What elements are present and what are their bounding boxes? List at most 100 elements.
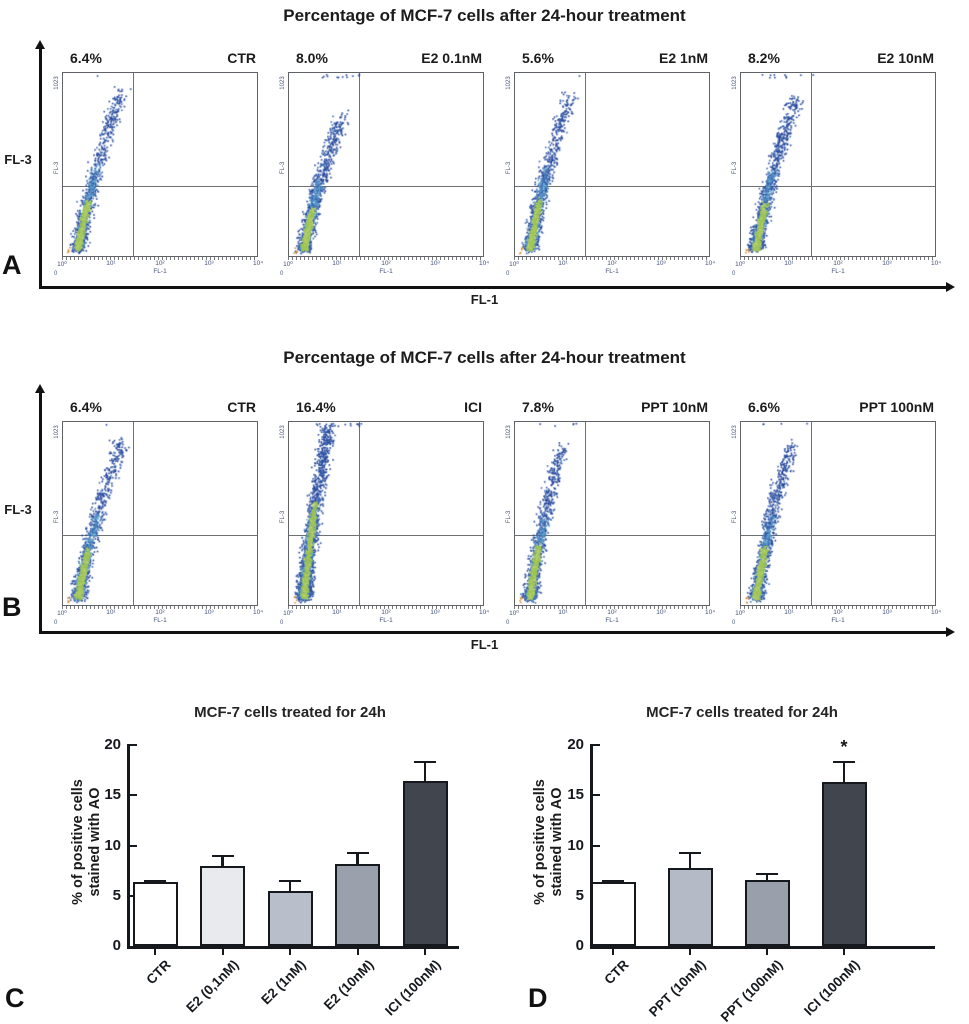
flow-x-minor-ticks [740, 257, 936, 260]
flow-x-tick: 10² [381, 609, 391, 616]
flow-y-min-tick: 0 [506, 620, 510, 626]
flow-plot-header: 6.4% CTR [62, 50, 258, 72]
flow-x-tick: 10² [833, 609, 843, 616]
flow-x-tick: 10³ [430, 609, 440, 616]
flow-scatter-canvas [515, 422, 709, 605]
error-bar-cap [414, 761, 436, 764]
flow-scatter-canvas [289, 73, 483, 256]
treatment-label: PPT 100nM [859, 399, 934, 415]
flow-x-tick: 10⁰ [57, 261, 67, 268]
panel-c-title: MCF-7 cells treated for 24h [194, 704, 386, 721]
quadrant-percent-label: 5.6% [522, 50, 554, 66]
flow-x-tick: 10¹ [332, 260, 342, 267]
flow-x-minor-ticks [514, 257, 710, 260]
treatment-label: E2 0.1nM [421, 50, 482, 66]
panel-a-y-axis-label: FL-3 [4, 152, 32, 167]
flow-plot-header: 8.2% E2 10nM [740, 50, 936, 72]
treatment-label: E2 1nM [658, 50, 708, 66]
flow-scatter-canvas [289, 422, 483, 605]
flow-scatter-canvas [515, 73, 709, 256]
panel-b-plot-row: 6.4% CTR 1023 FL-3 0 10⁰ 10¹ 10² 10³ 10⁴ FL-… [46, 399, 941, 626]
quadrant-percent-label: 6.4% [70, 50, 102, 66]
flow-y-min-tick: 0 [280, 620, 284, 626]
flow-x-tick: 10⁰ [509, 261, 519, 268]
panel-d-title: MCF-7 cells treated for 24h [646, 704, 838, 721]
flow-x-ticks: 10⁰ 10¹ 10² 10³ 10⁴ [735, 609, 941, 617]
y-tick-label: 0 [112, 937, 121, 954]
panel-a-title: Percentage of MCF-7 cells after 24-hour … [283, 6, 686, 25]
panel-letter-a: A [2, 250, 22, 280]
quadrant-percent-label: 6.6% [748, 399, 780, 415]
panel-d-plot-area: 0 5 10 15 20 CTR PPT (10nM) PPT (100nM) ICI (100… [463, 690, 969, 1024]
flow-plot-box [740, 421, 936, 606]
flow-y-max-tick: 1023 [54, 425, 60, 439]
flow-scatter-canvas [741, 73, 935, 256]
flow-plot-header: 6.6% PPT 100nM [740, 399, 936, 421]
flow-x-tick: 10¹ [558, 260, 568, 267]
error-bar-cap [602, 880, 624, 883]
panel-b-y-axis-arrow [35, 384, 46, 632]
x-tick-mark [843, 948, 846, 955]
y-tick-label: 10 [567, 836, 584, 854]
flow-x-minor-ticks [740, 606, 936, 609]
flow-x-tick: 10³ [430, 260, 440, 267]
flow-plot-body: 1023 FL-3 0 10⁰ 10¹ 10² 10³ 10⁴ FL-1 [732, 421, 941, 626]
flow-x-tick: 10⁴ [930, 609, 942, 616]
y-axis-line [590, 744, 593, 949]
flow-x-tick: 10⁴ [252, 260, 264, 267]
significance-asterisk: * [840, 737, 848, 758]
panel-b-x-axis-arrow [39, 627, 955, 638]
flow-x-ticks: 10⁰ 10¹ 10² 10³ 10⁴ [283, 260, 489, 268]
panel-a-x-axis-arrow [39, 282, 955, 293]
panel-letter-b: B [2, 592, 22, 622]
x-tick-mark [424, 948, 427, 955]
flow-plot-body: 1023 FL-3 0 10⁰ 10¹ 10² 10³ 10⁴ FL-1 [506, 421, 715, 626]
flow-x-axis-name: FL-1 [831, 268, 845, 275]
panel-c-plot-area: 0 5 10 15 20 CTR E2 (0,1nM) E2 (1nM) E2 (10nM) IC… [0, 690, 485, 1024]
flow-x-axis-name: FL-1 [605, 617, 619, 624]
quadrant-percent-label: 16.4% [296, 399, 336, 415]
flow-x-tick: 10³ [656, 609, 666, 616]
x-tick-mark [612, 948, 615, 955]
flow-plot-box [288, 72, 484, 257]
flow-plot-header: 6.4% CTR [62, 399, 258, 421]
error-bar-whisker [356, 851, 359, 864]
flow-plot-body: 1023 FL-3 0 10⁰ 10¹ 10² 10³ 10⁴ FL-1 [280, 72, 489, 277]
flow-y-min-tick: 0 [54, 620, 58, 626]
flow-x-tick: 10⁰ [735, 261, 745, 268]
flow-x-tick: 10² [833, 260, 843, 267]
arrow-right-icon [946, 282, 955, 293]
flow-x-axis-name: FL-1 [153, 268, 167, 275]
error-bar-cap [346, 851, 369, 854]
y-tick-label: 20 [104, 736, 121, 753]
bar-ctr [590, 881, 636, 946]
flow-x-tick: 10² [607, 609, 617, 616]
flow-plot-header: 8.0% E2 0.1nM [288, 50, 484, 72]
flow-plot-body: 1023 FL-3 0 10⁰ 10¹ 10² 10³ 10⁴ FL-1 [54, 72, 263, 277]
flow-plot-header: 7.8% PPT 10nM [514, 399, 710, 421]
flow-x-tick: 10⁴ [478, 609, 490, 616]
error-bar-whisker [842, 761, 846, 783]
flow-plot-box [514, 421, 710, 606]
flow-plot-header: 5.6% E2 1nM [514, 50, 710, 72]
flow-plot-box [288, 421, 484, 606]
error-bar-cap [211, 854, 234, 857]
y-tick-mark [592, 744, 600, 747]
y-tick-label: 15 [104, 786, 121, 804]
x-category-label: CTR [601, 957, 632, 988]
flow-plot: 6.4% CTR 1023 FL-3 0 10⁰ 10¹ 10² 10³ 10⁴ FL-… [46, 50, 263, 277]
quadrant-percent-label: 6.4% [70, 399, 102, 415]
x-tick-mark [154, 948, 157, 955]
flow-plot: 6.6% PPT 100nM 1023 FL-3 0 10⁰ 10¹ 10² 10³ 1… [724, 399, 941, 626]
error-bar-cap [679, 851, 701, 854]
flow-x-tick: 10¹ [106, 609, 116, 616]
flow-plot: 8.0% E2 0.1nM 1023 FL-3 0 10⁰ 10¹ 10² 10³ 10… [272, 50, 489, 277]
treatment-label: PPT 10nM [641, 399, 708, 415]
flow-y-max-tick: 1023 [506, 425, 512, 439]
error-bar-whisker [288, 879, 292, 891]
error-bar-whisker [765, 872, 769, 880]
flow-x-minor-ticks [288, 606, 484, 609]
flow-x-ticks: 10⁰ 10¹ 10² 10³ 10⁴ [283, 609, 489, 617]
error-bar-whisker [423, 761, 427, 782]
